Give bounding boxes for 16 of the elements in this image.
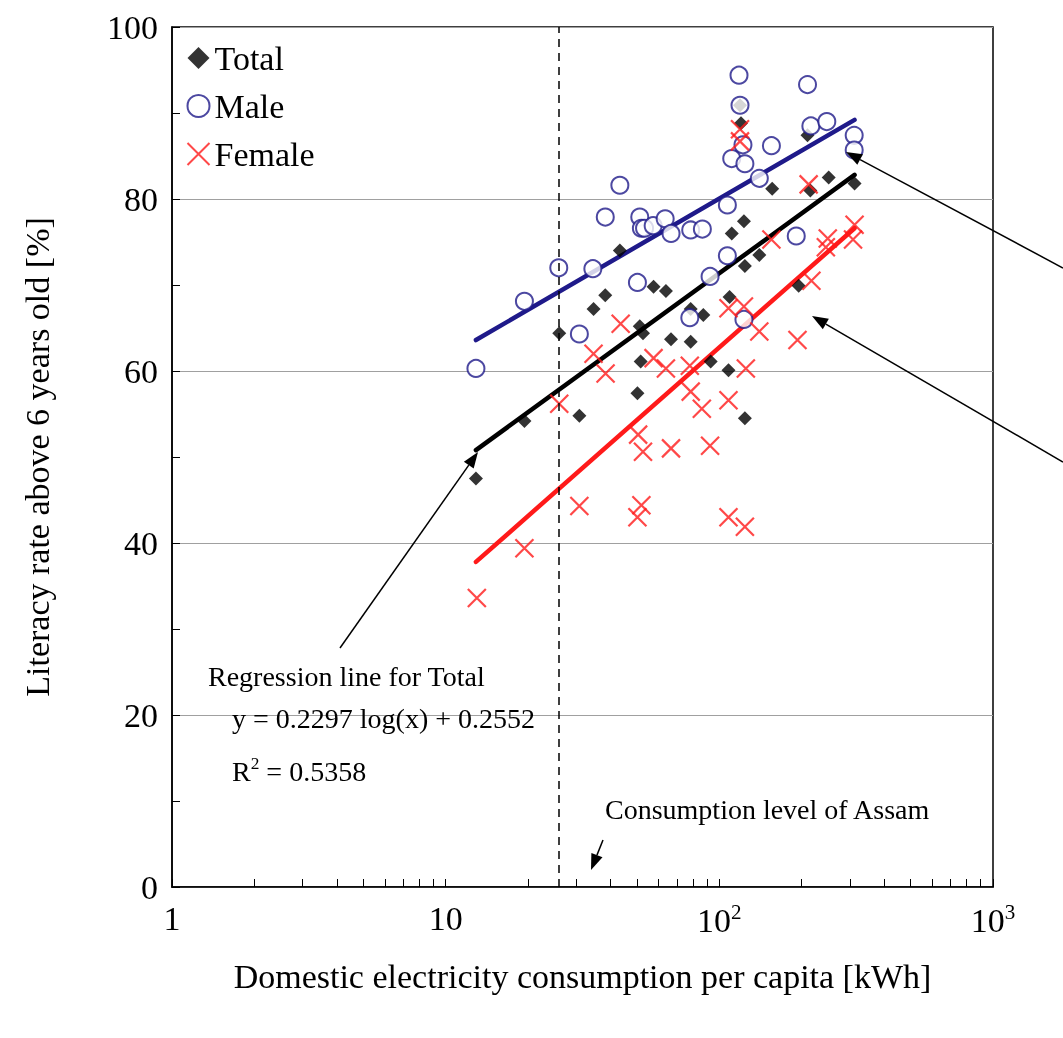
x-tick-label: 10 xyxy=(428,899,463,937)
legend-label: Female xyxy=(214,135,315,173)
y-tick-label: 80 xyxy=(124,180,158,218)
y-axis-title: Literacy rate above 6 years old [%] xyxy=(18,217,56,697)
legend-label: Total xyxy=(214,39,284,77)
y-tick-label: 20 xyxy=(124,696,158,734)
y-tick-label: 60 xyxy=(124,352,158,390)
annotation: Regression line for Total xyxy=(208,660,485,692)
legend-label: Male xyxy=(214,87,285,125)
y-tick-label: 0 xyxy=(141,868,158,906)
x-axis-title: Domestic electricity consumption per capita [kWh] xyxy=(233,957,932,995)
annotation: y = 0.2297 log(x) + 0.2552 xyxy=(232,702,536,734)
x-tick-label: 1 xyxy=(163,899,181,937)
y-tick-label: 100 xyxy=(107,8,158,46)
y-tick-label: 40 xyxy=(124,524,158,562)
annotation: Consumption level of Assam xyxy=(605,793,930,825)
